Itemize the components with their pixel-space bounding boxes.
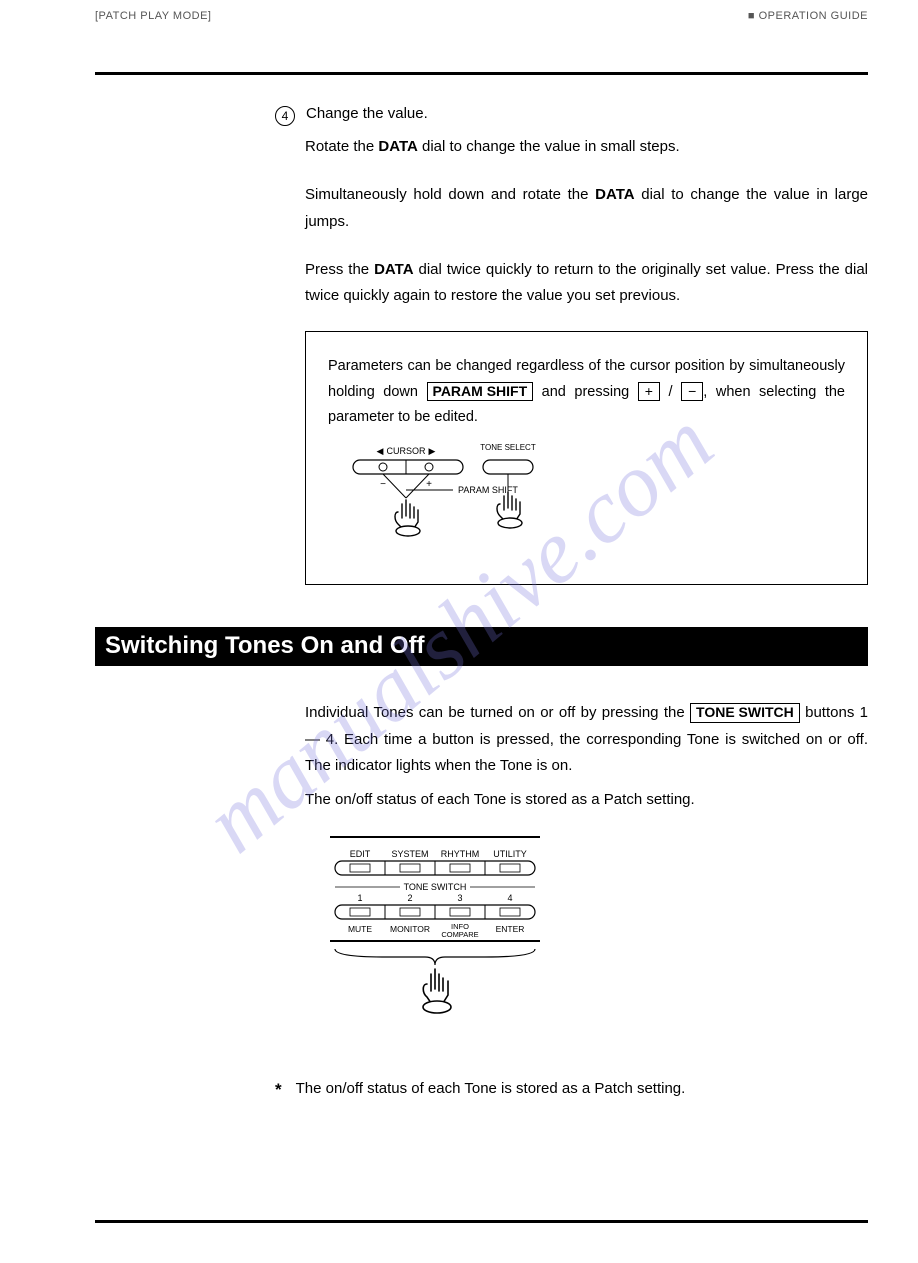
tone-switch-diagram: EDIT SYSTEM RHYTHM UTILITY TONE SWITCH 1… <box>305 835 565 1045</box>
hand-icon <box>497 492 522 528</box>
step-para-2: Simultaneously hold down and rotate the … <box>305 182 868 235</box>
label: MONITOR <box>390 924 430 934</box>
label: 4 <box>507 893 512 903</box>
hand-icon <box>423 969 451 1013</box>
tone-switch-key: TONE SWITCH <box>690 703 800 723</box>
footnote-mark: * <box>275 1080 282 1100</box>
label: ENTER <box>496 924 525 934</box>
header-left: [PATCH PLAY MODE] <box>95 10 212 22</box>
text: Simultaneously hold down and rotate the <box>305 186 595 203</box>
cursor-label: ◀ <box>377 446 384 456</box>
step-para-1: Rotate the DATA dial to change the value… <box>305 134 868 160</box>
minus-key: − <box>681 382 703 402</box>
section-body: Individual Tones can be turned on or off… <box>275 700 868 813</box>
text: Press the <box>305 261 374 278</box>
text: Individual Tones can be turned on or off… <box>305 704 690 721</box>
param-shift-key: PARAM SHIFT <box>427 382 534 402</box>
page: [PATCH PLAY MODE] ■ OPERATION GUIDE manu… <box>0 0 918 1263</box>
header-right: ■ OPERATION GUIDE <box>748 10 868 22</box>
svg-text:+: + <box>426 479 432 490</box>
text: / <box>660 384 681 400</box>
label: TONE SWITCH <box>404 882 467 892</box>
data-dial-label: DATA <box>378 138 417 155</box>
step-block: 4 Change the value. Rotate the DATA dial… <box>275 105 868 585</box>
step-para-3: Press the DATA dial twice quickly to ret… <box>305 257 868 310</box>
plus-key: + <box>638 382 660 402</box>
text: and pressing <box>533 384 638 400</box>
step-body: Rotate the DATA dial to change the value… <box>305 134 868 585</box>
label: EDIT <box>350 849 371 859</box>
step-heading: 4 Change the value. <box>275 105 868 126</box>
info-text: Parameters can be changed regardless of … <box>328 354 845 430</box>
label: RHYTHM <box>441 849 480 859</box>
step-number: 4 <box>275 106 295 126</box>
label: UTILITY <box>493 849 527 859</box>
data-dial-label: DATA <box>374 261 413 278</box>
page-header: [PATCH PLAY MODE] ■ OPERATION GUIDE <box>95 10 868 22</box>
footnote: * The on/off status of each Tone is stor… <box>275 1080 868 1100</box>
label: COMPARE <box>441 930 478 939</box>
cursor-label: CURSOR <box>386 446 426 456</box>
cursor-label: ▶ <box>429 446 436 456</box>
label: 1 <box>357 893 362 903</box>
bottom-rule <box>95 1220 868 1223</box>
section-para-2: The on/off status of each Tone is stored… <box>305 787 868 813</box>
section-heading: Switching Tones On and Off <box>95 627 868 666</box>
svg-text:−: − <box>380 479 386 490</box>
param-shift-label: PARAM SHIFT <box>458 485 518 495</box>
step-title: Change the value. <box>306 105 428 126</box>
section-para-1: Individual Tones can be turned on or off… <box>305 700 868 779</box>
label: MUTE <box>348 924 372 934</box>
top-rule <box>95 72 868 75</box>
info-box: Parameters can be changed regardless of … <box>305 331 868 585</box>
data-dial-label: DATA <box>595 186 634 203</box>
tone-switch-diagram-wrap: EDIT SYSTEM RHYTHM UTILITY TONE SWITCH 1… <box>305 835 868 1050</box>
cursor-diagram: ◀ CURSOR ▶ TONE SELECT − + PAR <box>328 440 608 570</box>
hand-icon <box>395 500 420 536</box>
text: dial to change the value in small steps. <box>418 138 680 155</box>
text: Rotate the <box>305 138 378 155</box>
footnote-text: The on/off status of each Tone is stored… <box>296 1080 686 1100</box>
label: SYSTEM <box>391 849 428 859</box>
label: 2 <box>407 893 412 903</box>
label: 3 <box>457 893 462 903</box>
tone-select-label: TONE SELECT <box>480 443 536 452</box>
